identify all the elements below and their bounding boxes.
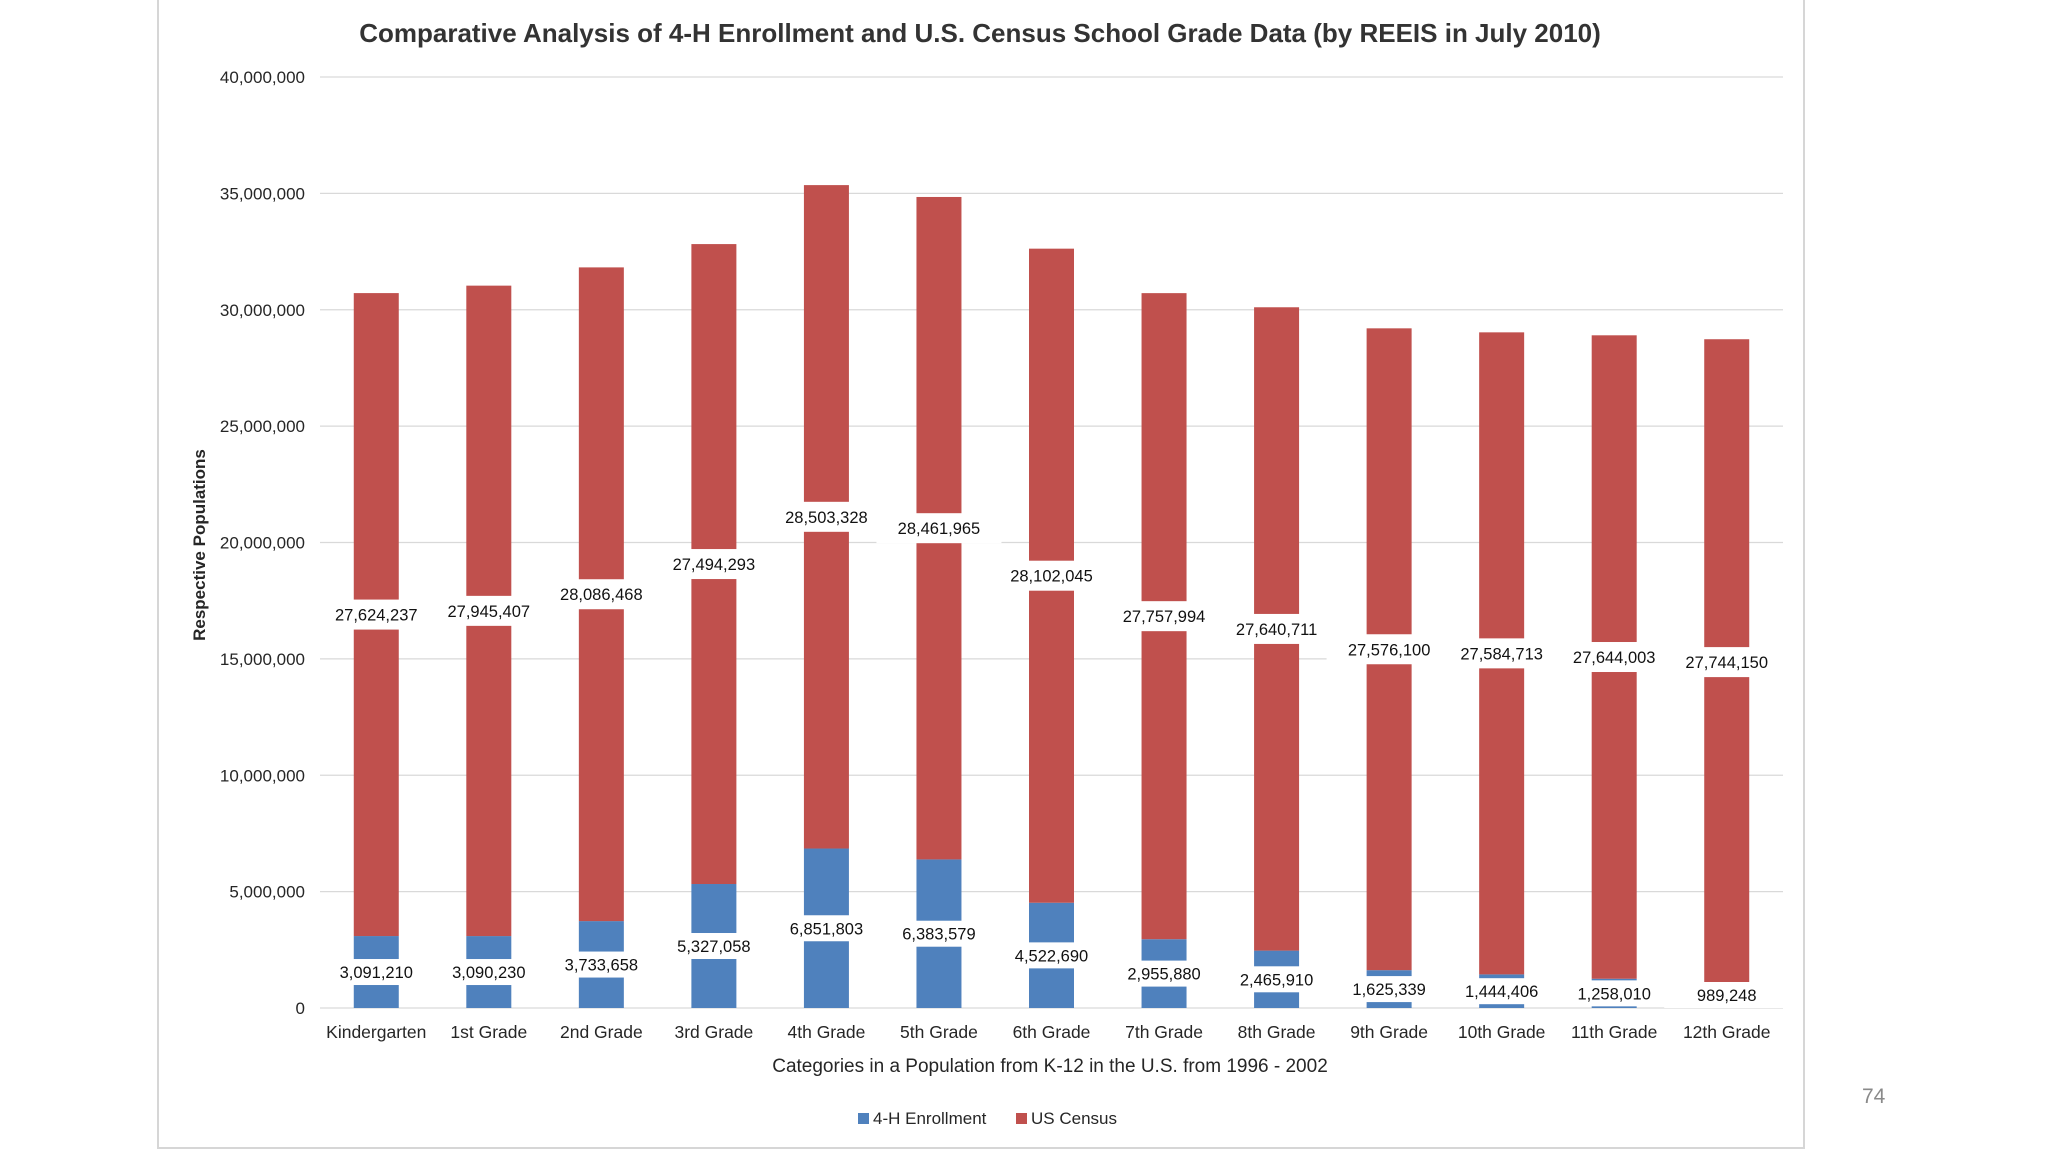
label-gap-us-census <box>538 579 664 610</box>
x-tick-label-2nd-grade: 2nd Grade <box>560 1022 643 1042</box>
label-gap-us-census <box>313 599 439 630</box>
label-gap-us-census <box>1439 638 1565 669</box>
label-gap-4h-enrollment <box>1664 982 1790 1008</box>
legend-swatch-4h-enrollment <box>858 1113 869 1124</box>
label-gap-4h-enrollment <box>426 959 552 986</box>
label-gap-4h-enrollment <box>876 920 1002 947</box>
data-label-4h-enrollment-3rd-grade: 5,327,058 <box>677 938 750 956</box>
data-label-us-census-3rd-grade: 27,494,293 <box>673 556 756 574</box>
data-label-4h-enrollment-1st-grade: 3,090,230 <box>452 964 525 982</box>
label-gap-us-census <box>1551 642 1677 673</box>
data-label-us-census-10th-grade: 27,584,713 <box>1460 645 1543 663</box>
y-axis-ticks: 0 5,000,000 10,000,000 15,000,000 20,000,000… <box>220 68 305 1018</box>
x-tick-label-1st-grade: 1st Grade <box>450 1022 527 1042</box>
data-label-4h-enrollment-12th-grade: 989,248 <box>1697 987 1757 1005</box>
data-label-us-census-7th-grade: 27,757,994 <box>1123 608 1206 626</box>
label-gap-4h-enrollment <box>763 915 889 942</box>
data-label-4h-enrollment-2nd-grade: 3,733,658 <box>565 957 638 975</box>
label-gap-4h-enrollment <box>1551 980 1677 1007</box>
data-label-4h-enrollment-11th-grade: 1,258,010 <box>1577 985 1650 1003</box>
legend-label-us-census: US Census <box>1031 1109 1117 1128</box>
data-label-us-census-8th-grade: 27,640,711 <box>1236 621 1317 639</box>
x-tick-label-5th-grade: 5th Grade <box>900 1022 978 1042</box>
data-label-4h-enrollment-9th-grade: 1,625,339 <box>1352 981 1425 999</box>
x-tick-label-4th-grade: 4th Grade <box>788 1022 866 1042</box>
label-gap-us-census <box>763 501 889 532</box>
y-tick-label: 20,000,000 <box>220 534 305 553</box>
label-gap-us-census <box>876 513 1002 544</box>
data-label-4h-enrollment-kindergarten: 3,091,210 <box>340 964 413 982</box>
legend-swatch-us-census <box>1016 1113 1027 1124</box>
legend: 4-H Enrollment US Census <box>858 1109 1117 1128</box>
x-tick-label-kindergarten: Kindergarten <box>326 1022 426 1042</box>
label-gap-4h-enrollment <box>1439 978 1565 1005</box>
label-gap-4h-enrollment <box>989 942 1114 969</box>
label-gap-4h-enrollment <box>313 959 439 986</box>
x-tick-label-8th-grade: 8th Grade <box>1238 1022 1316 1042</box>
y-tick-label: 40,000,000 <box>220 68 305 87</box>
label-gap-4h-enrollment <box>538 951 664 978</box>
x-tick-label-12th-grade: 12th Grade <box>1683 1022 1771 1042</box>
x-tick-label-9th-grade: 9th Grade <box>1350 1022 1428 1042</box>
data-label-4h-enrollment-4th-grade: 6,851,803 <box>790 920 863 938</box>
label-gap-4h-enrollment <box>1101 960 1227 987</box>
data-label-us-census-11th-grade: 27,644,003 <box>1573 649 1656 667</box>
label-gap-4h-enrollment <box>651 933 777 960</box>
x-axis-title: Categories in a Population from K-12 in … <box>772 1056 1328 1077</box>
label-gap-4h-enrollment <box>1214 966 1340 993</box>
chart-title: Comparative Analysis of 4-H Enrollment a… <box>359 18 1601 48</box>
data-label-us-census-kindergarten: 27,624,237 <box>335 607 418 625</box>
y-tick-label: 30,000,000 <box>220 301 305 320</box>
data-label-us-census-12th-grade: 27,744,150 <box>1685 654 1768 672</box>
data-labels: 3,091,210 27,624,237 3,090,230 27,945,407 3,… <box>313 501 1790 1008</box>
x-tick-label-6th-grade: 6th Grade <box>1013 1022 1091 1042</box>
data-label-4h-enrollment-8th-grade: 2,465,910 <box>1240 971 1313 989</box>
x-tick-label-10th-grade: 10th Grade <box>1458 1022 1546 1042</box>
y-tick-label: 25,000,000 <box>220 417 305 436</box>
label-gap-us-census <box>651 549 777 580</box>
page-number: 74 <box>1862 1085 1886 1108</box>
data-label-4h-enrollment-6th-grade: 4,522,690 <box>1015 947 1088 965</box>
slide-frame <box>157 0 1805 1149</box>
label-gap-us-census <box>1101 601 1227 632</box>
data-label-us-census-4th-grade: 28,503,328 <box>785 509 868 527</box>
data-label-us-census-2nd-grade: 28,086,468 <box>560 586 643 604</box>
label-gap-us-census <box>1214 613 1340 644</box>
x-tick-label-11th-grade: 11th Grade <box>1571 1022 1657 1042</box>
data-label-us-census-5th-grade: 28,461,965 <box>898 520 981 538</box>
y-tick-label: 10,000,000 <box>220 766 305 785</box>
data-label-us-census-1st-grade: 27,945,407 <box>448 603 531 621</box>
y-tick-label: 35,000,000 <box>220 184 305 203</box>
y-tick-label: 0 <box>296 999 305 1018</box>
data-label-us-census-6th-grade: 28,102,045 <box>1010 568 1093 586</box>
y-tick-label: 5,000,000 <box>229 883 305 902</box>
data-label-us-census-9th-grade: 27,576,100 <box>1348 641 1431 659</box>
label-gap-us-census <box>1326 634 1452 665</box>
x-axis-ticks: Kindergarten 1st Grade 2nd Grade 3rd Grade 4… <box>326 1022 1770 1042</box>
label-gap-us-census <box>1664 647 1790 678</box>
x-tick-label-7th-grade: 7th Grade <box>1125 1022 1203 1042</box>
label-gap-us-census <box>426 595 552 626</box>
y-tick-label: 15,000,000 <box>220 650 305 669</box>
label-gap-4h-enrollment <box>1326 976 1452 1003</box>
x-tick-label-3rd-grade: 3rd Grade <box>674 1022 753 1042</box>
label-gap-us-census <box>989 560 1114 591</box>
legend-label-4h-enrollment: 4-H Enrollment <box>873 1109 987 1128</box>
data-label-4h-enrollment-5th-grade: 6,383,579 <box>902 926 975 944</box>
data-label-4h-enrollment-10th-grade: 1,444,406 <box>1465 983 1538 1001</box>
data-label-4h-enrollment-7th-grade: 2,955,880 <box>1127 966 1200 984</box>
y-axis-title: Respective Populations <box>190 449 209 641</box>
